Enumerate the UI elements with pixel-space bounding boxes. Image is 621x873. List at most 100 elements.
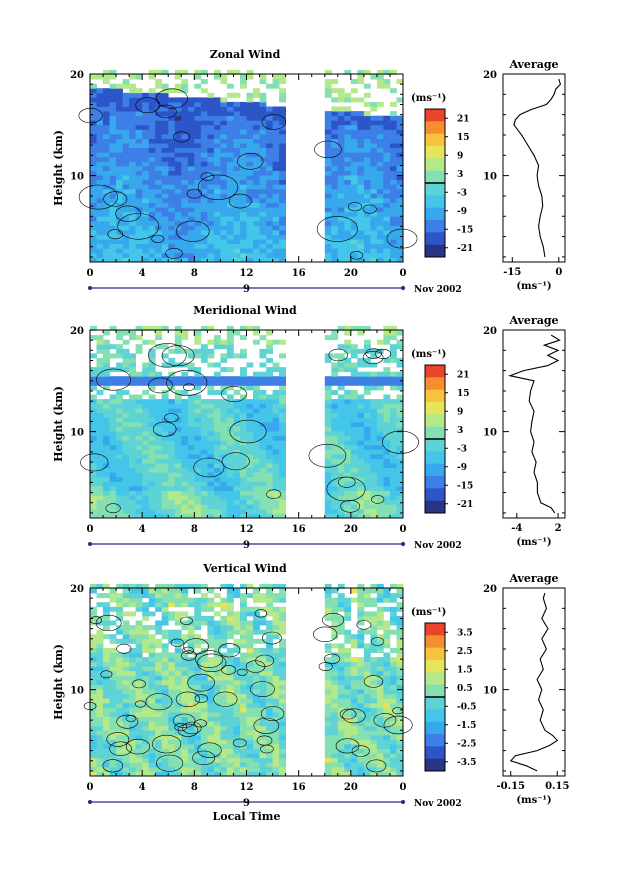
- colorbar-segment: [425, 109, 445, 122]
- colorbar-tick-label: 9: [457, 151, 463, 161]
- day-bar-start: [88, 542, 92, 546]
- y-tick-label: 20: [70, 70, 84, 81]
- date-label: Nov 2002: [414, 285, 462, 295]
- colorbar-tick-label: -21: [457, 244, 473, 254]
- y-tick-label: 10: [70, 428, 84, 439]
- day-bar-start: [88, 800, 92, 804]
- x-tick-label: 0: [87, 524, 94, 535]
- profile-x-tick-label: 0: [555, 267, 562, 278]
- colorbar-segment: [425, 232, 445, 245]
- x-tick-label: 12: [240, 782, 254, 793]
- colorbar-tick-label: -0.5: [457, 702, 476, 712]
- colorbar-tick-label: -3: [457, 444, 467, 454]
- x-tick-label: 20: [344, 524, 358, 535]
- contour-lines: [78, 88, 418, 260]
- x-tick-label: 4: [139, 782, 146, 793]
- x-axis-label: Local Time: [213, 810, 281, 823]
- contour-lines: [80, 343, 419, 514]
- y-tick-label: 20: [70, 326, 84, 337]
- y-axis-label: Height (km): [52, 386, 65, 462]
- panel-title: Zonal Wind: [210, 48, 281, 61]
- chart-panel-2: Meridional Wind 0 4 8 12 16 20 0 10 20 Height (km)…: [52, 304, 566, 551]
- colorbar-segment: [425, 146, 445, 159]
- day-bar-start: [88, 286, 92, 290]
- colorbar-unit: (ms⁻¹): [411, 93, 446, 104]
- y-tick-label: 10: [70, 686, 84, 697]
- average-title: Average: [508, 58, 558, 71]
- profile-frame: [502, 329, 566, 519]
- colorbar-segment: [425, 684, 445, 698]
- colorbar-segment: [425, 170, 445, 184]
- colorbar-segment: [425, 365, 445, 378]
- profile-line: [513, 78, 562, 257]
- colorbar-unit: (ms⁻¹): [411, 349, 446, 360]
- day-bar-end: [401, 800, 405, 804]
- colorbar-tick-label: -2.5: [457, 739, 476, 749]
- x-tick-label: 20: [344, 268, 358, 279]
- colorbar-segment: [425, 697, 445, 710]
- colorbar-segment: [425, 451, 445, 464]
- day-label: 9: [243, 284, 250, 295]
- colorbar-tick-label: 15: [457, 389, 470, 399]
- colorbar-segment: [425, 709, 445, 722]
- profile-y-tick-label: 20: [483, 326, 497, 337]
- colorbar-unit: (ms⁻¹): [411, 607, 446, 618]
- colorbar-tick-label: -1.5: [457, 721, 476, 731]
- x-tick-label: 0: [400, 524, 407, 535]
- colorbar-segment: [425, 158, 445, 171]
- colorbar-segment: [425, 220, 445, 233]
- colorbar-tick-label: 3.5: [457, 628, 473, 638]
- colorbar-segment: [425, 207, 445, 221]
- x-tick-label: 12: [240, 524, 254, 535]
- day-label: 9: [243, 798, 250, 809]
- colorbar-tick-label: 2.5: [457, 647, 473, 657]
- profile-y-tick-label: 10: [483, 428, 497, 439]
- colorbar-tick-label: -3.5: [457, 758, 476, 768]
- colorbar-segment: [425, 672, 445, 685]
- colorbar-tick-label: 21: [457, 114, 470, 124]
- colorbar-tick-label: 1.5: [457, 665, 473, 675]
- profile-y-tick-label: 10: [483, 686, 497, 697]
- colorbar-tick-label: -21: [457, 500, 473, 510]
- colorbar-segment: [425, 476, 445, 489]
- profile-line: [507, 334, 561, 514]
- colorbar-segment: [425, 660, 445, 673]
- colorbar-segment: [425, 721, 445, 735]
- profile-y-tick-label: 20: [483, 584, 497, 595]
- x-tick-label: 16: [292, 268, 306, 279]
- x-tick-label: 0: [87, 782, 94, 793]
- profile-x-tick-label: -0.15: [496, 781, 525, 792]
- colorbar-tick-label: -9: [457, 207, 467, 217]
- colorbar-tick-label: -3: [457, 188, 467, 198]
- x-tick-label: 8: [191, 524, 198, 535]
- contour-lines: [83, 609, 413, 773]
- colorbar-segment: [425, 439, 445, 452]
- x-tick-label: 0: [87, 268, 94, 279]
- profile-unit: (ms⁻¹): [516, 795, 551, 806]
- colorbar-segment: [425, 402, 445, 415]
- colorbar-segment: [425, 195, 445, 208]
- x-tick-label: 4: [139, 524, 146, 535]
- day-label: 9: [243, 540, 250, 551]
- y-axis-label: Height (km): [52, 644, 65, 720]
- colorbar-tick-label: 21: [457, 370, 470, 380]
- heatmap-cells: [90, 583, 404, 777]
- colorbar-segment: [425, 377, 445, 390]
- y-tick-label: 20: [70, 584, 84, 595]
- colorbar-segment: [425, 463, 445, 477]
- colorbar-segment: [425, 758, 445, 772]
- colorbar-segment: [425, 623, 445, 636]
- colorbar-segment: [425, 488, 445, 501]
- colorbar-tick-label: 3: [457, 426, 463, 436]
- colorbar-segment: [425, 133, 445, 147]
- colorbar-segment: [425, 647, 445, 661]
- average-title: Average: [508, 572, 558, 585]
- colorbar-tick-label: 9: [457, 407, 463, 417]
- profile-x-tick-label: -15: [503, 267, 521, 278]
- colorbar-segment: [425, 183, 445, 196]
- profile-frame: [502, 73, 566, 263]
- heatmap-cells: [90, 325, 404, 519]
- profile-x-tick-label: 0.15: [545, 781, 569, 792]
- colorbar-segment: [425, 635, 445, 648]
- colorbar-tick-label: -9: [457, 463, 467, 473]
